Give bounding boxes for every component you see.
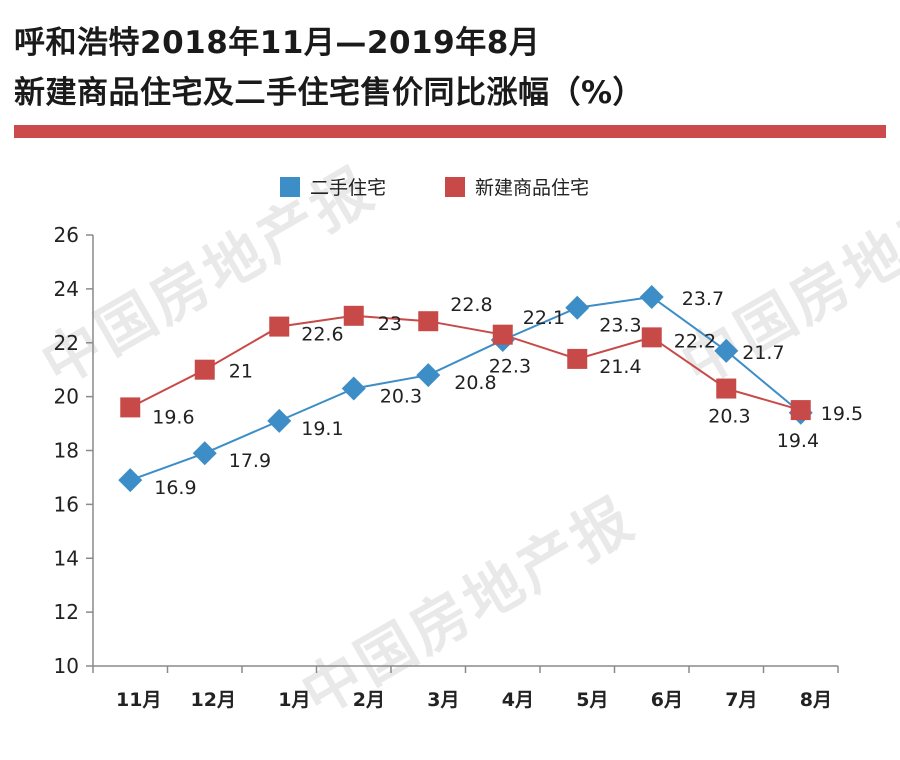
data-point-second-hand xyxy=(416,363,441,388)
legend-label-second-hand: 二手住宅 xyxy=(310,177,386,199)
chart-title: 呼和浩特2018年11月—2019年8月 新建商品住宅及二手住宅售价同比涨幅（%… xyxy=(14,18,644,118)
x-tick-label: 7月 xyxy=(725,689,757,711)
x-tick-label: 3月 xyxy=(427,689,459,711)
data-label-second-hand: 23.3 xyxy=(599,315,641,337)
data-label-second-hand: 19.1 xyxy=(301,418,343,440)
y-tick-label: 22 xyxy=(54,331,79,355)
data-point-new-home xyxy=(567,348,588,369)
data-label-new-home: 22.8 xyxy=(450,294,492,316)
chart-title-line-1: 呼和浩特2018年11月—2019年8月 xyxy=(14,25,541,61)
data-label-second-hand: 17.9 xyxy=(229,450,271,472)
data-point-second-hand xyxy=(192,441,217,466)
series-line-new-home xyxy=(129,314,802,412)
data-point-second-hand xyxy=(639,284,664,309)
data-point-second-hand xyxy=(565,295,590,320)
series-line-second-hand xyxy=(129,295,802,482)
title-underline-bar xyxy=(14,125,886,138)
x-tick-label: 2月 xyxy=(353,689,385,711)
data-label-new-home: 23 xyxy=(378,313,402,335)
data-label-new-home: 19.5 xyxy=(821,403,863,425)
data-point-new-home xyxy=(641,327,662,348)
data-point-new-home xyxy=(343,305,364,326)
y-tick-label: 16 xyxy=(54,492,79,516)
y-tick-label: 20 xyxy=(54,385,79,409)
data-label-new-home: 22.2 xyxy=(674,330,716,352)
data-point-new-home xyxy=(790,400,811,421)
data-label-new-home: 20.3 xyxy=(708,406,750,428)
data-label-new-home: 19.6 xyxy=(152,406,194,428)
data-label-second-hand: 22.1 xyxy=(523,307,565,329)
data-label-new-home: 22.3 xyxy=(489,356,531,378)
data-point-second-hand xyxy=(341,376,366,401)
y-tick-label: 24 xyxy=(54,277,79,301)
y-tick-label: 10 xyxy=(54,654,79,678)
x-tick-label: 5月 xyxy=(576,689,608,711)
data-label-second-hand: 20.3 xyxy=(380,386,422,408)
x-tick-label: 12月 xyxy=(191,689,236,711)
data-point-second-hand xyxy=(267,408,292,433)
legend-swatch-new-home xyxy=(445,177,465,197)
data-point-second-hand xyxy=(118,468,143,493)
y-tick-label: 26 xyxy=(54,223,79,247)
data-point-new-home xyxy=(120,397,141,418)
data-point-new-home xyxy=(716,378,737,399)
x-tick-label: 11月 xyxy=(116,689,161,711)
data-label-second-hand: 16.9 xyxy=(154,477,196,499)
data-label-second-hand: 19.4 xyxy=(777,430,819,452)
chart-title-line-2: 新建商品住宅及二手住宅售价同比涨幅（%） xyxy=(14,75,645,111)
data-label-new-home: 21.4 xyxy=(599,356,641,378)
data-label-second-hand: 23.7 xyxy=(682,288,724,310)
data-label-second-hand: 21.7 xyxy=(742,342,784,364)
data-label-new-home: 21 xyxy=(229,361,253,383)
y-tick-label: 12 xyxy=(54,600,79,624)
x-tick-label: 6月 xyxy=(651,689,683,711)
data-point-new-home xyxy=(269,316,290,337)
data-label-second-hand: 20.8 xyxy=(454,372,496,394)
legend-label-new-home: 新建商品住宅 xyxy=(475,177,589,199)
data-point-new-home xyxy=(194,359,215,380)
data-point-new-home xyxy=(418,311,439,332)
data-point-new-home xyxy=(492,324,513,345)
data-point-second-hand xyxy=(714,338,739,363)
legend-swatch-second-hand xyxy=(280,177,300,197)
x-tick-label: 8月 xyxy=(800,689,832,711)
data-label-new-home: 22.6 xyxy=(301,324,343,346)
y-tick-label: 18 xyxy=(54,439,79,463)
x-tick-label: 1月 xyxy=(278,689,310,711)
x-tick-label: 4月 xyxy=(502,689,534,711)
y-tick-label: 14 xyxy=(54,546,79,570)
